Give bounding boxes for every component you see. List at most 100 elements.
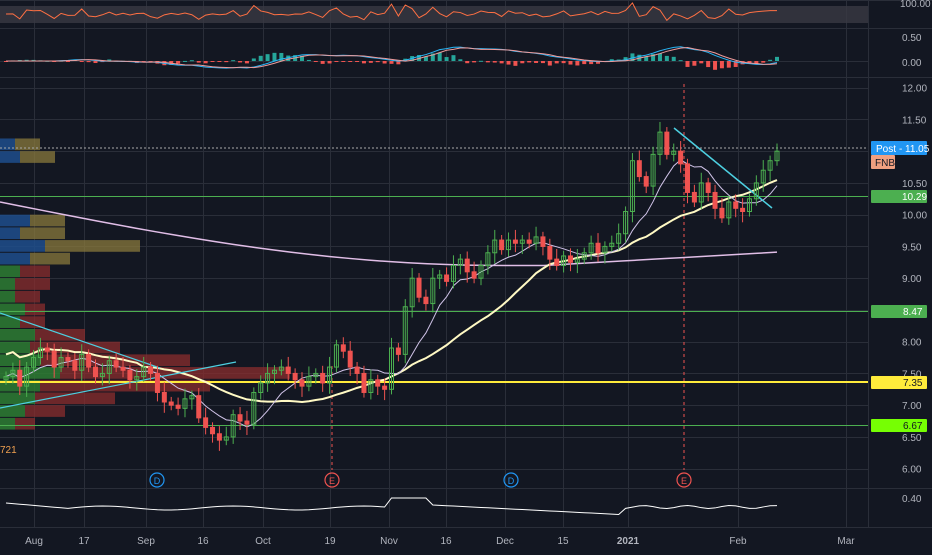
price-tick-label: 9.00 bbox=[902, 274, 922, 285]
candle-body bbox=[375, 379, 381, 387]
candle-body bbox=[691, 191, 697, 203]
macd-bar bbox=[540, 61, 545, 64]
macd-bar bbox=[506, 61, 511, 65]
price-tick-label: 12.00 bbox=[902, 84, 927, 95]
grid-h bbox=[0, 151, 868, 152]
candle-body bbox=[51, 350, 57, 368]
grid-h bbox=[0, 342, 868, 343]
macd-bar bbox=[713, 61, 718, 70]
event-marker-e[interactable]: E bbox=[324, 472, 340, 488]
candle-body bbox=[526, 239, 532, 244]
macd-bar bbox=[368, 61, 373, 63]
candle-body bbox=[629, 160, 635, 212]
post-dash: - bbox=[899, 144, 902, 155]
time-tick-label: Oct bbox=[255, 536, 271, 547]
macd-tick-label: 0.50 bbox=[902, 33, 922, 44]
post-price: 11.05 bbox=[905, 144, 930, 155]
level-label-10-29: 10.29 bbox=[902, 192, 927, 203]
event-marker-e[interactable]: E bbox=[676, 472, 692, 488]
volume-profile-down bbox=[20, 265, 50, 278]
volume-profile-down bbox=[40, 379, 210, 392]
macd-bar bbox=[492, 61, 497, 63]
candle-body bbox=[258, 382, 264, 393]
candle-body bbox=[44, 347, 50, 352]
volume-profile-down bbox=[30, 341, 120, 354]
candle-body bbox=[602, 245, 608, 254]
macd-bar bbox=[272, 52, 277, 61]
time-tick-label: Feb bbox=[729, 536, 747, 547]
year-fragment: 721 bbox=[0, 445, 17, 456]
event-letter: E bbox=[681, 476, 687, 486]
macd-bar bbox=[630, 53, 635, 61]
candle-body bbox=[340, 344, 346, 352]
grid-h bbox=[0, 215, 868, 216]
candle-body bbox=[265, 372, 271, 384]
candle-body bbox=[774, 150, 780, 162]
volume-profile-down bbox=[30, 214, 65, 227]
macd-bar bbox=[623, 57, 628, 61]
event-marker-d[interactable]: D bbox=[149, 472, 165, 488]
candle-body bbox=[746, 198, 752, 213]
macd-bar bbox=[726, 61, 731, 68]
candle-body bbox=[705, 182, 711, 193]
post-badge bbox=[871, 141, 927, 155]
candle-body bbox=[182, 398, 188, 409]
candle-body bbox=[3, 376, 9, 381]
macd-bar bbox=[657, 53, 662, 61]
volume-profile-down bbox=[60, 367, 290, 379]
macd-bar bbox=[499, 61, 504, 64]
candle-body bbox=[347, 350, 353, 368]
volume-profile-down bbox=[15, 417, 35, 430]
candle-body bbox=[31, 357, 37, 368]
macd-bar bbox=[775, 56, 779, 61]
macd-bar bbox=[327, 61, 332, 64]
level-badge-8-47 bbox=[871, 305, 927, 318]
macd-bar bbox=[31, 59, 36, 61]
candle-body bbox=[664, 131, 670, 155]
candle-body bbox=[416, 277, 422, 298]
trend-lines[interactable] bbox=[0, 127, 773, 409]
macd-bar bbox=[417, 55, 422, 61]
candle-body bbox=[210, 426, 216, 435]
macd-bar bbox=[389, 61, 394, 64]
time-tick-label: 2021 bbox=[617, 536, 640, 547]
candle-body bbox=[361, 372, 367, 393]
candle-body bbox=[712, 191, 718, 209]
candle-body bbox=[17, 369, 23, 387]
candle-body bbox=[299, 379, 305, 387]
volume-profile-up bbox=[0, 405, 25, 417]
macd-bar bbox=[485, 61, 490, 63]
symbol-label: FNB bbox=[875, 158, 895, 169]
macd-bar bbox=[355, 61, 360, 62]
candle-body bbox=[719, 207, 725, 219]
macd-bar bbox=[651, 54, 656, 61]
candle-body bbox=[313, 372, 319, 378]
candle-body bbox=[285, 366, 291, 374]
macd-bar bbox=[582, 61, 587, 65]
macd-bar bbox=[761, 61, 766, 63]
macd-bar bbox=[472, 61, 477, 63]
grid-h bbox=[0, 437, 868, 438]
volume-profile-up bbox=[0, 240, 45, 252]
volume-profile-down bbox=[25, 405, 65, 417]
candle-body bbox=[506, 239, 512, 251]
macd-bar bbox=[320, 61, 325, 64]
candle-body bbox=[533, 236, 539, 244]
volume-profile-up bbox=[0, 151, 20, 163]
candle-body bbox=[437, 274, 443, 279]
macd-bar bbox=[396, 61, 401, 65]
macd-bar bbox=[382, 61, 387, 64]
candle-body bbox=[389, 347, 394, 390]
candle-body bbox=[430, 277, 436, 305]
macd-bar bbox=[258, 55, 263, 61]
macd-bar bbox=[306, 59, 311, 61]
event-marker-d[interactable]: D bbox=[503, 472, 519, 488]
grid-h bbox=[0, 469, 868, 470]
right-badges: Post - 11.05 FNB 10.29 8.47 7.35 6.67 bbox=[871, 141, 930, 432]
candle-body bbox=[79, 353, 85, 371]
macd-bar bbox=[224, 61, 229, 63]
volume-profile-up bbox=[0, 341, 30, 354]
macd-bar bbox=[300, 55, 305, 61]
